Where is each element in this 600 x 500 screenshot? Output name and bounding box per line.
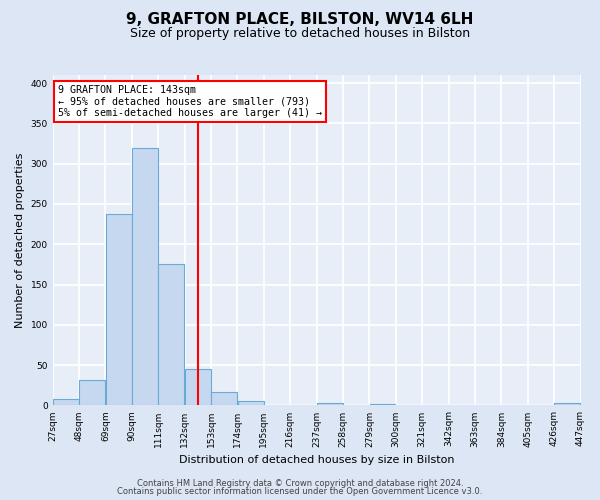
Bar [132,148,158,406]
Text: Size of property relative to detached houses in Bilston: Size of property relative to detached ho… [130,28,470,40]
Bar [158,264,184,406]
Text: Contains public sector information licensed under the Open Government Licence v3: Contains public sector information licen… [118,487,482,496]
Bar [370,404,395,406]
Text: Contains HM Land Registry data © Crown copyright and database right 2024.: Contains HM Land Registry data © Crown c… [137,478,463,488]
Bar [211,392,237,406]
Bar [317,403,343,406]
X-axis label: Distribution of detached houses by size in Bilston: Distribution of detached houses by size … [179,455,454,465]
Y-axis label: Number of detached properties: Number of detached properties [15,152,25,328]
Bar [53,399,79,406]
Text: 9, GRAFTON PLACE, BILSTON, WV14 6LH: 9, GRAFTON PLACE, BILSTON, WV14 6LH [127,12,473,28]
Bar [238,402,263,406]
Bar [185,369,211,406]
Bar [106,214,131,406]
Text: 9 GRAFTON PLACE: 143sqm
← 95% of detached houses are smaller (793)
5% of semi-de: 9 GRAFTON PLACE: 143sqm ← 95% of detache… [58,85,322,118]
Bar [554,403,580,406]
Bar [79,380,105,406]
